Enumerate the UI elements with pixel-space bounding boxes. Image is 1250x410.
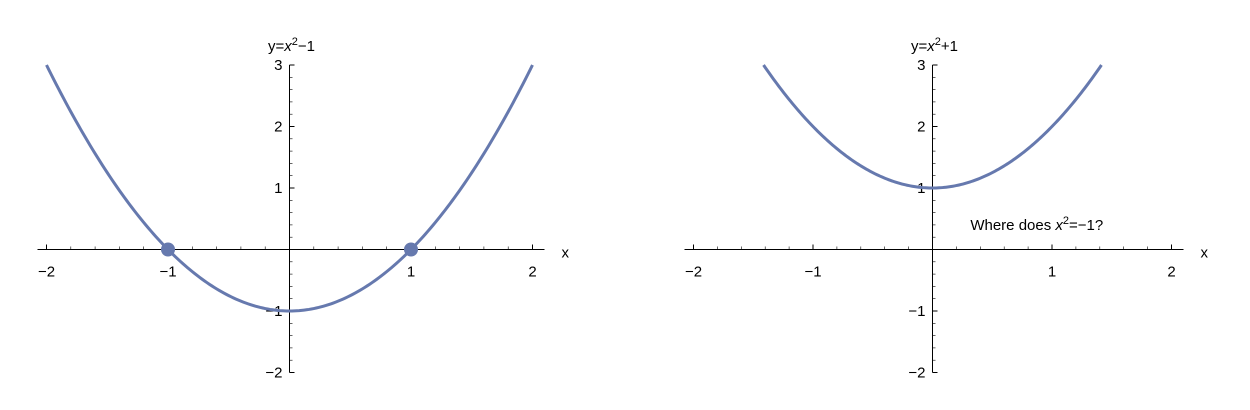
annotation-text: Where does x2=−1? <box>970 215 1103 234</box>
x-tick-label: −2 <box>685 264 702 281</box>
plot-1: −2 −1 1 2 −2 −1 1 2 3 x y=x2−1 <box>37 36 570 382</box>
root-point <box>404 242 418 257</box>
y-tick-label: 3 <box>274 57 282 74</box>
y-tick-label: 2 <box>274 119 282 136</box>
chart-title: y=x2+1 <box>911 36 958 55</box>
x-tick-label: 1 <box>1048 264 1056 281</box>
y-tick-label: −2 <box>908 365 925 382</box>
x-tick-label: 1 <box>407 264 415 281</box>
y-tick-label: −1 <box>908 303 925 320</box>
chart-title: y=x2−1 <box>268 36 315 55</box>
x-axis-label: x <box>1201 245 1209 262</box>
y-tick-label: −2 <box>265 365 282 382</box>
y-tick-label: 2 <box>917 119 925 136</box>
x-tick-label: −2 <box>38 264 55 281</box>
y-tick-label: 1 <box>274 180 282 197</box>
x-tick-label: −1 <box>804 264 821 281</box>
series-curve <box>45 64 534 313</box>
series-curve <box>762 64 1103 190</box>
root-point <box>161 242 175 257</box>
x-tick-label: 2 <box>528 264 536 281</box>
x-tick-label: 2 <box>1167 264 1175 281</box>
y-tick-label: 3 <box>917 57 925 74</box>
x-axis-label: x <box>562 245 570 262</box>
x-tick-label: −1 <box>159 264 176 281</box>
y-tick-label: −1 <box>265 303 282 320</box>
